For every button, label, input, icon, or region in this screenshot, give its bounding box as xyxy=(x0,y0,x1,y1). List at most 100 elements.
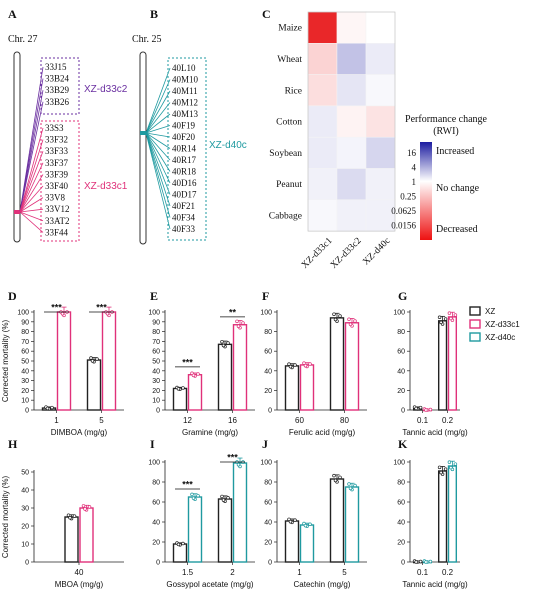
panel-a-c1-link xyxy=(19,174,44,213)
bar xyxy=(344,486,360,563)
data-point xyxy=(424,560,428,564)
x-axis-title: Gossypol acetate (mg/g) xyxy=(166,580,253,589)
data-point xyxy=(437,315,442,320)
data-point xyxy=(428,407,433,412)
data-point xyxy=(447,460,452,464)
panel-a-c1-link xyxy=(19,211,44,222)
data-point xyxy=(447,311,452,315)
panel-a-c1-link xyxy=(19,185,44,213)
y-tick-label: 0 xyxy=(156,408,160,415)
y-tick-label: 0 xyxy=(156,560,160,567)
panel-b-link xyxy=(145,102,171,134)
data-point xyxy=(353,319,357,323)
panel-letter-g: G xyxy=(398,289,407,303)
bar xyxy=(447,465,458,563)
heatmap-cell xyxy=(365,136,396,169)
data-point xyxy=(221,498,226,502)
heatmap-col-label: XZ-d33c2 xyxy=(329,236,364,271)
data-point xyxy=(66,513,71,517)
y-tick-label: 60 xyxy=(264,349,272,356)
panel-letter-b: B xyxy=(150,7,158,21)
data-point xyxy=(308,522,312,527)
heatmap-cell xyxy=(307,136,338,169)
data-point xyxy=(303,363,308,368)
y-tick-label: 90 xyxy=(21,319,29,326)
colorbar xyxy=(420,142,432,240)
y-tick-label: 20 xyxy=(152,540,160,547)
data-point xyxy=(50,405,54,410)
panel-b-gene: 40M12 xyxy=(172,98,198,108)
panel-b-gene: 40R17 xyxy=(172,155,197,165)
bar xyxy=(284,365,300,411)
colorbar-label-increased: Increased xyxy=(436,146,474,157)
heatmap-cell xyxy=(336,11,367,44)
panel-a-c1-gene: 33AT2 xyxy=(45,216,70,226)
y-tick-label: 90 xyxy=(152,319,160,326)
heatmap-row-label: Wheat xyxy=(277,55,302,65)
panel-b-link xyxy=(145,67,171,134)
colorbar-tick: 1 xyxy=(412,177,417,187)
panel-b-link xyxy=(145,132,171,218)
panel-b-gene: 40L10 xyxy=(172,63,196,73)
data-point xyxy=(196,372,200,376)
panel-b-gene: 40F20 xyxy=(172,132,196,142)
data-point xyxy=(90,359,95,363)
data-point xyxy=(68,516,72,520)
y-tick-label: 100 xyxy=(148,310,160,317)
heatmap-cell xyxy=(336,74,367,107)
data-point xyxy=(353,483,357,488)
panel-letter-a: A xyxy=(8,7,17,21)
significance-marker: *** xyxy=(182,357,193,367)
legend-swatch xyxy=(469,319,481,329)
data-point xyxy=(333,478,338,483)
panel-b-link xyxy=(145,132,171,207)
panel-b-locus-mark xyxy=(140,131,146,135)
heatmap-cell xyxy=(365,168,396,201)
x-axis-title: Tannic acid (mg/g) xyxy=(402,428,468,437)
colorbar-label-decreased: Decreased xyxy=(436,224,478,235)
y-tick-label: 80 xyxy=(152,329,160,336)
panel-b-link xyxy=(145,132,171,184)
significance-marker: *** xyxy=(51,303,62,313)
panel-b-chromosome-bar xyxy=(139,51,147,245)
panel-a-c1-gene: 33V8 xyxy=(45,193,65,203)
y-tick-label: 80 xyxy=(397,329,405,336)
panel-b-gene: 40R18 xyxy=(172,167,197,177)
data-point xyxy=(236,324,241,328)
panel-letter-h: H xyxy=(8,437,18,451)
panel-a-c2-gene: 33J15 xyxy=(45,62,67,72)
data-point xyxy=(176,542,181,547)
y-axis-label: Corrected mortality (%) xyxy=(1,320,10,403)
panel-a-c2-link xyxy=(19,101,44,213)
heatmap-row-label: Peanut xyxy=(276,180,302,190)
panel-b-gene: 40F34 xyxy=(172,213,196,223)
data-point xyxy=(83,507,87,511)
data-point xyxy=(414,406,418,411)
heatmap-cell xyxy=(336,168,367,201)
bar xyxy=(437,470,448,563)
panel-a-chromosome-bar xyxy=(13,51,21,243)
y-tick-label: 70 xyxy=(21,339,29,346)
panel-b-link xyxy=(145,90,171,134)
y-tick-label: 40 xyxy=(397,520,405,527)
x-tick-label: 0.1 xyxy=(417,416,429,425)
data-point xyxy=(418,405,423,410)
data-point xyxy=(303,523,308,528)
y-tick-label: 50 xyxy=(152,359,160,366)
panel-b-gene: 40F19 xyxy=(172,121,196,131)
y-tick-label: 10 xyxy=(152,398,160,405)
panel-b-name: XZ-d40c xyxy=(209,140,247,151)
x-tick-label: 60 xyxy=(295,416,304,425)
y-tick-label: 0 xyxy=(401,560,405,567)
data-point xyxy=(235,319,239,324)
heatmap-cell xyxy=(307,168,338,201)
y-tick-label: 0 xyxy=(25,408,29,415)
heatmap-cell xyxy=(307,11,338,44)
data-point xyxy=(220,494,224,499)
panel-b-link xyxy=(145,125,171,134)
bar xyxy=(56,311,72,411)
x-axis-title: Gramine (mg/g) xyxy=(182,428,238,437)
bar xyxy=(86,359,102,411)
data-point xyxy=(89,356,93,360)
